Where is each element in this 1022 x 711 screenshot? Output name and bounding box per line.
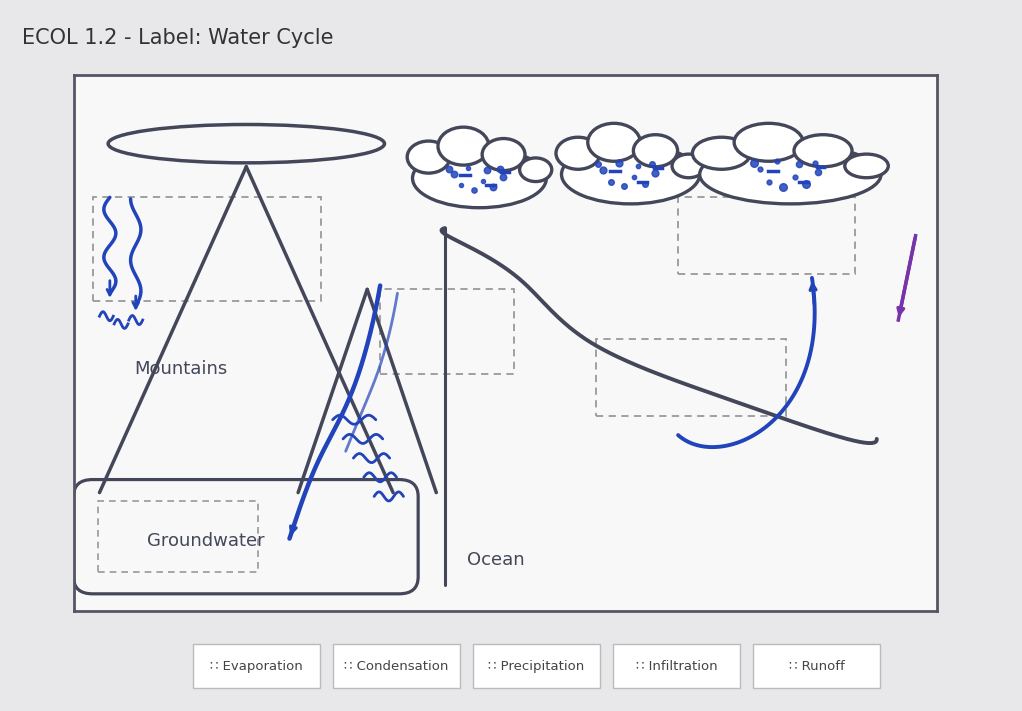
Ellipse shape xyxy=(845,154,888,178)
Ellipse shape xyxy=(672,154,705,178)
Text: ∷ Precipitation: ∷ Precipitation xyxy=(489,660,585,673)
Ellipse shape xyxy=(634,134,678,167)
Text: ∷ Infiltration: ∷ Infiltration xyxy=(636,660,717,673)
Text: ECOL 1.2 - Label: Water Cycle: ECOL 1.2 - Label: Water Cycle xyxy=(22,28,334,48)
Ellipse shape xyxy=(407,141,450,173)
Ellipse shape xyxy=(734,123,803,161)
Ellipse shape xyxy=(561,145,700,204)
Text: Groundwater: Groundwater xyxy=(147,533,265,550)
Text: Mountains: Mountains xyxy=(134,360,227,378)
Ellipse shape xyxy=(413,149,547,208)
Ellipse shape xyxy=(482,139,525,171)
Text: ∷ Condensation: ∷ Condensation xyxy=(344,660,449,673)
Text: ∷ Evaporation: ∷ Evaporation xyxy=(211,660,303,673)
Ellipse shape xyxy=(519,158,552,181)
Ellipse shape xyxy=(693,137,750,169)
Ellipse shape xyxy=(588,123,640,161)
Ellipse shape xyxy=(438,127,489,165)
Text: Ocean: Ocean xyxy=(466,552,524,570)
Ellipse shape xyxy=(794,134,852,167)
Ellipse shape xyxy=(556,137,600,169)
Ellipse shape xyxy=(700,145,881,204)
Text: ∷ Runoff: ∷ Runoff xyxy=(789,660,844,673)
